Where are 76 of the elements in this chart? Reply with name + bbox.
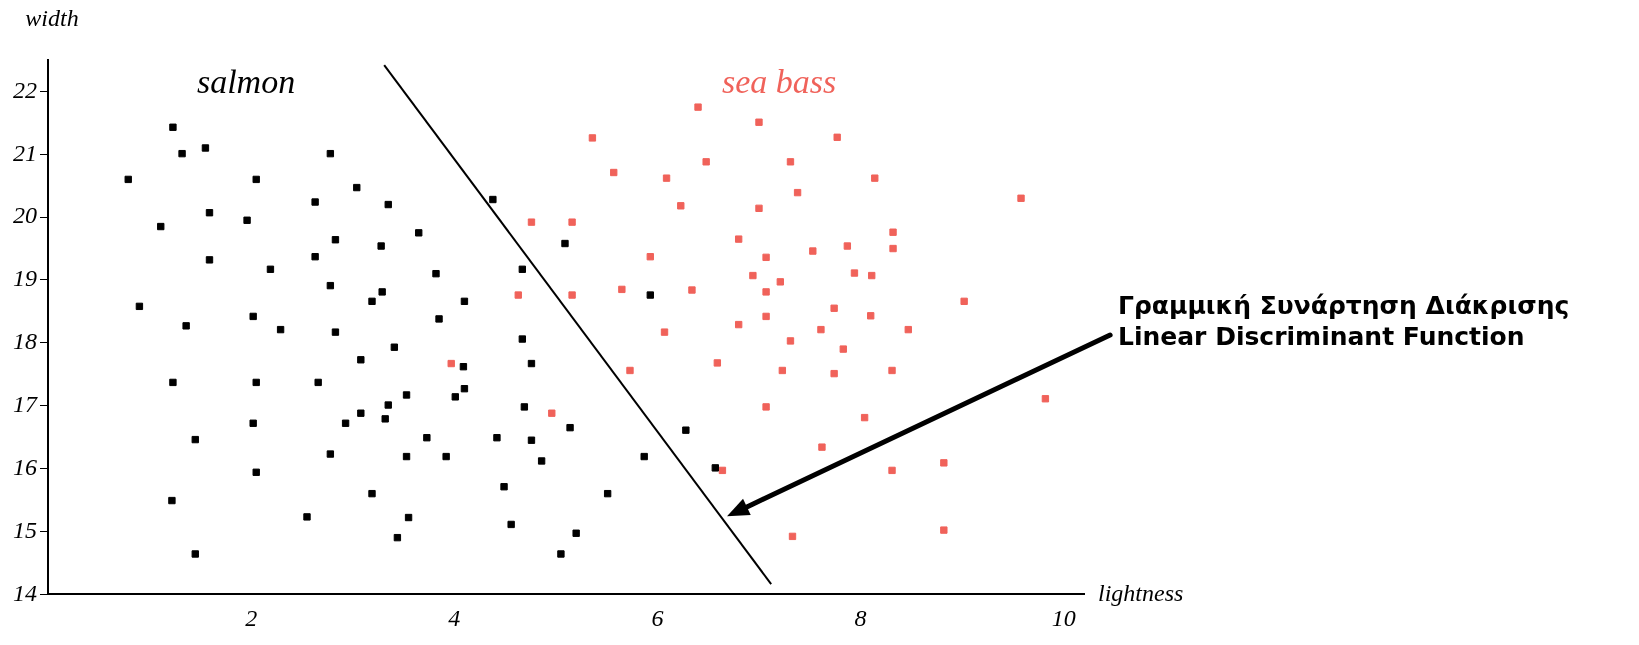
point: [904, 325, 912, 334]
point: [888, 366, 896, 375]
point: [514, 291, 522, 299]
y-tick-label: 14: [13, 579, 37, 606]
point: [527, 218, 536, 226]
y-tick-label: 16: [13, 453, 37, 480]
point: [788, 532, 797, 541]
x-axis-title: lightness: [1098, 579, 1184, 606]
point: [850, 269, 859, 277]
point: [830, 369, 838, 378]
x-tick-label: 8: [854, 604, 867, 631]
x-tick-label: 10: [1051, 604, 1076, 631]
y-tick-label: 18: [13, 328, 37, 355]
point: [718, 466, 727, 475]
series-label: salmon: [196, 62, 296, 100]
point: [940, 526, 948, 534]
point: [568, 291, 576, 299]
point: [888, 466, 896, 475]
point: [660, 328, 669, 336]
y-tick-label: 20: [13, 202, 37, 229]
point: [626, 366, 634, 375]
point: [762, 288, 770, 296]
point: [889, 228, 897, 236]
point: [568, 218, 576, 226]
point: [839, 345, 847, 353]
point: [776, 278, 784, 286]
point: [1017, 194, 1025, 202]
point: [867, 312, 875, 320]
point: [889, 244, 897, 253]
y-tick-label: 17: [13, 390, 38, 417]
point: [610, 168, 618, 177]
point: [447, 359, 455, 368]
point: [786, 337, 795, 345]
point: [688, 286, 696, 294]
point: [677, 202, 685, 210]
point: [960, 297, 968, 306]
y-tick-label: 15: [13, 516, 37, 543]
point: [755, 204, 763, 212]
y-tick-label: 19: [13, 265, 37, 292]
y-tick-label: 22: [13, 76, 37, 103]
point: [940, 459, 948, 467]
point: [755, 118, 763, 126]
point: [762, 253, 770, 262]
point: [734, 320, 743, 329]
point: [786, 158, 795, 166]
point: [818, 443, 826, 451]
series-label: sea bass: [722, 62, 837, 100]
text: Γραμμική Συνάρτηση Διάκρισης Linear Discriminant Function: [1118, 289, 1570, 353]
point: [713, 359, 722, 367]
point: [830, 304, 838, 312]
point: [778, 366, 787, 375]
point: [833, 133, 841, 141]
point: [702, 158, 710, 166]
point: [871, 174, 879, 182]
y-axis-title: width: [25, 5, 79, 32]
point: [662, 174, 671, 182]
x-tick-label: 2: [245, 604, 258, 631]
point: [618, 285, 626, 294]
point: [749, 271, 757, 280]
y-tick-label: 21: [13, 139, 37, 166]
point: [588, 134, 597, 142]
point: [1041, 395, 1050, 403]
x-tick-label: 6: [651, 604, 664, 631]
point: [809, 247, 817, 255]
point: [817, 325, 825, 334]
point: [793, 188, 802, 197]
point: [548, 409, 556, 417]
point: [868, 271, 876, 280]
point: [646, 253, 654, 261]
point: [734, 235, 743, 243]
point: [843, 242, 852, 250]
x-tick-label: 4: [448, 604, 461, 631]
point: [860, 413, 869, 422]
point: [762, 403, 770, 411]
point: [762, 312, 770, 321]
point: [694, 103, 702, 111]
